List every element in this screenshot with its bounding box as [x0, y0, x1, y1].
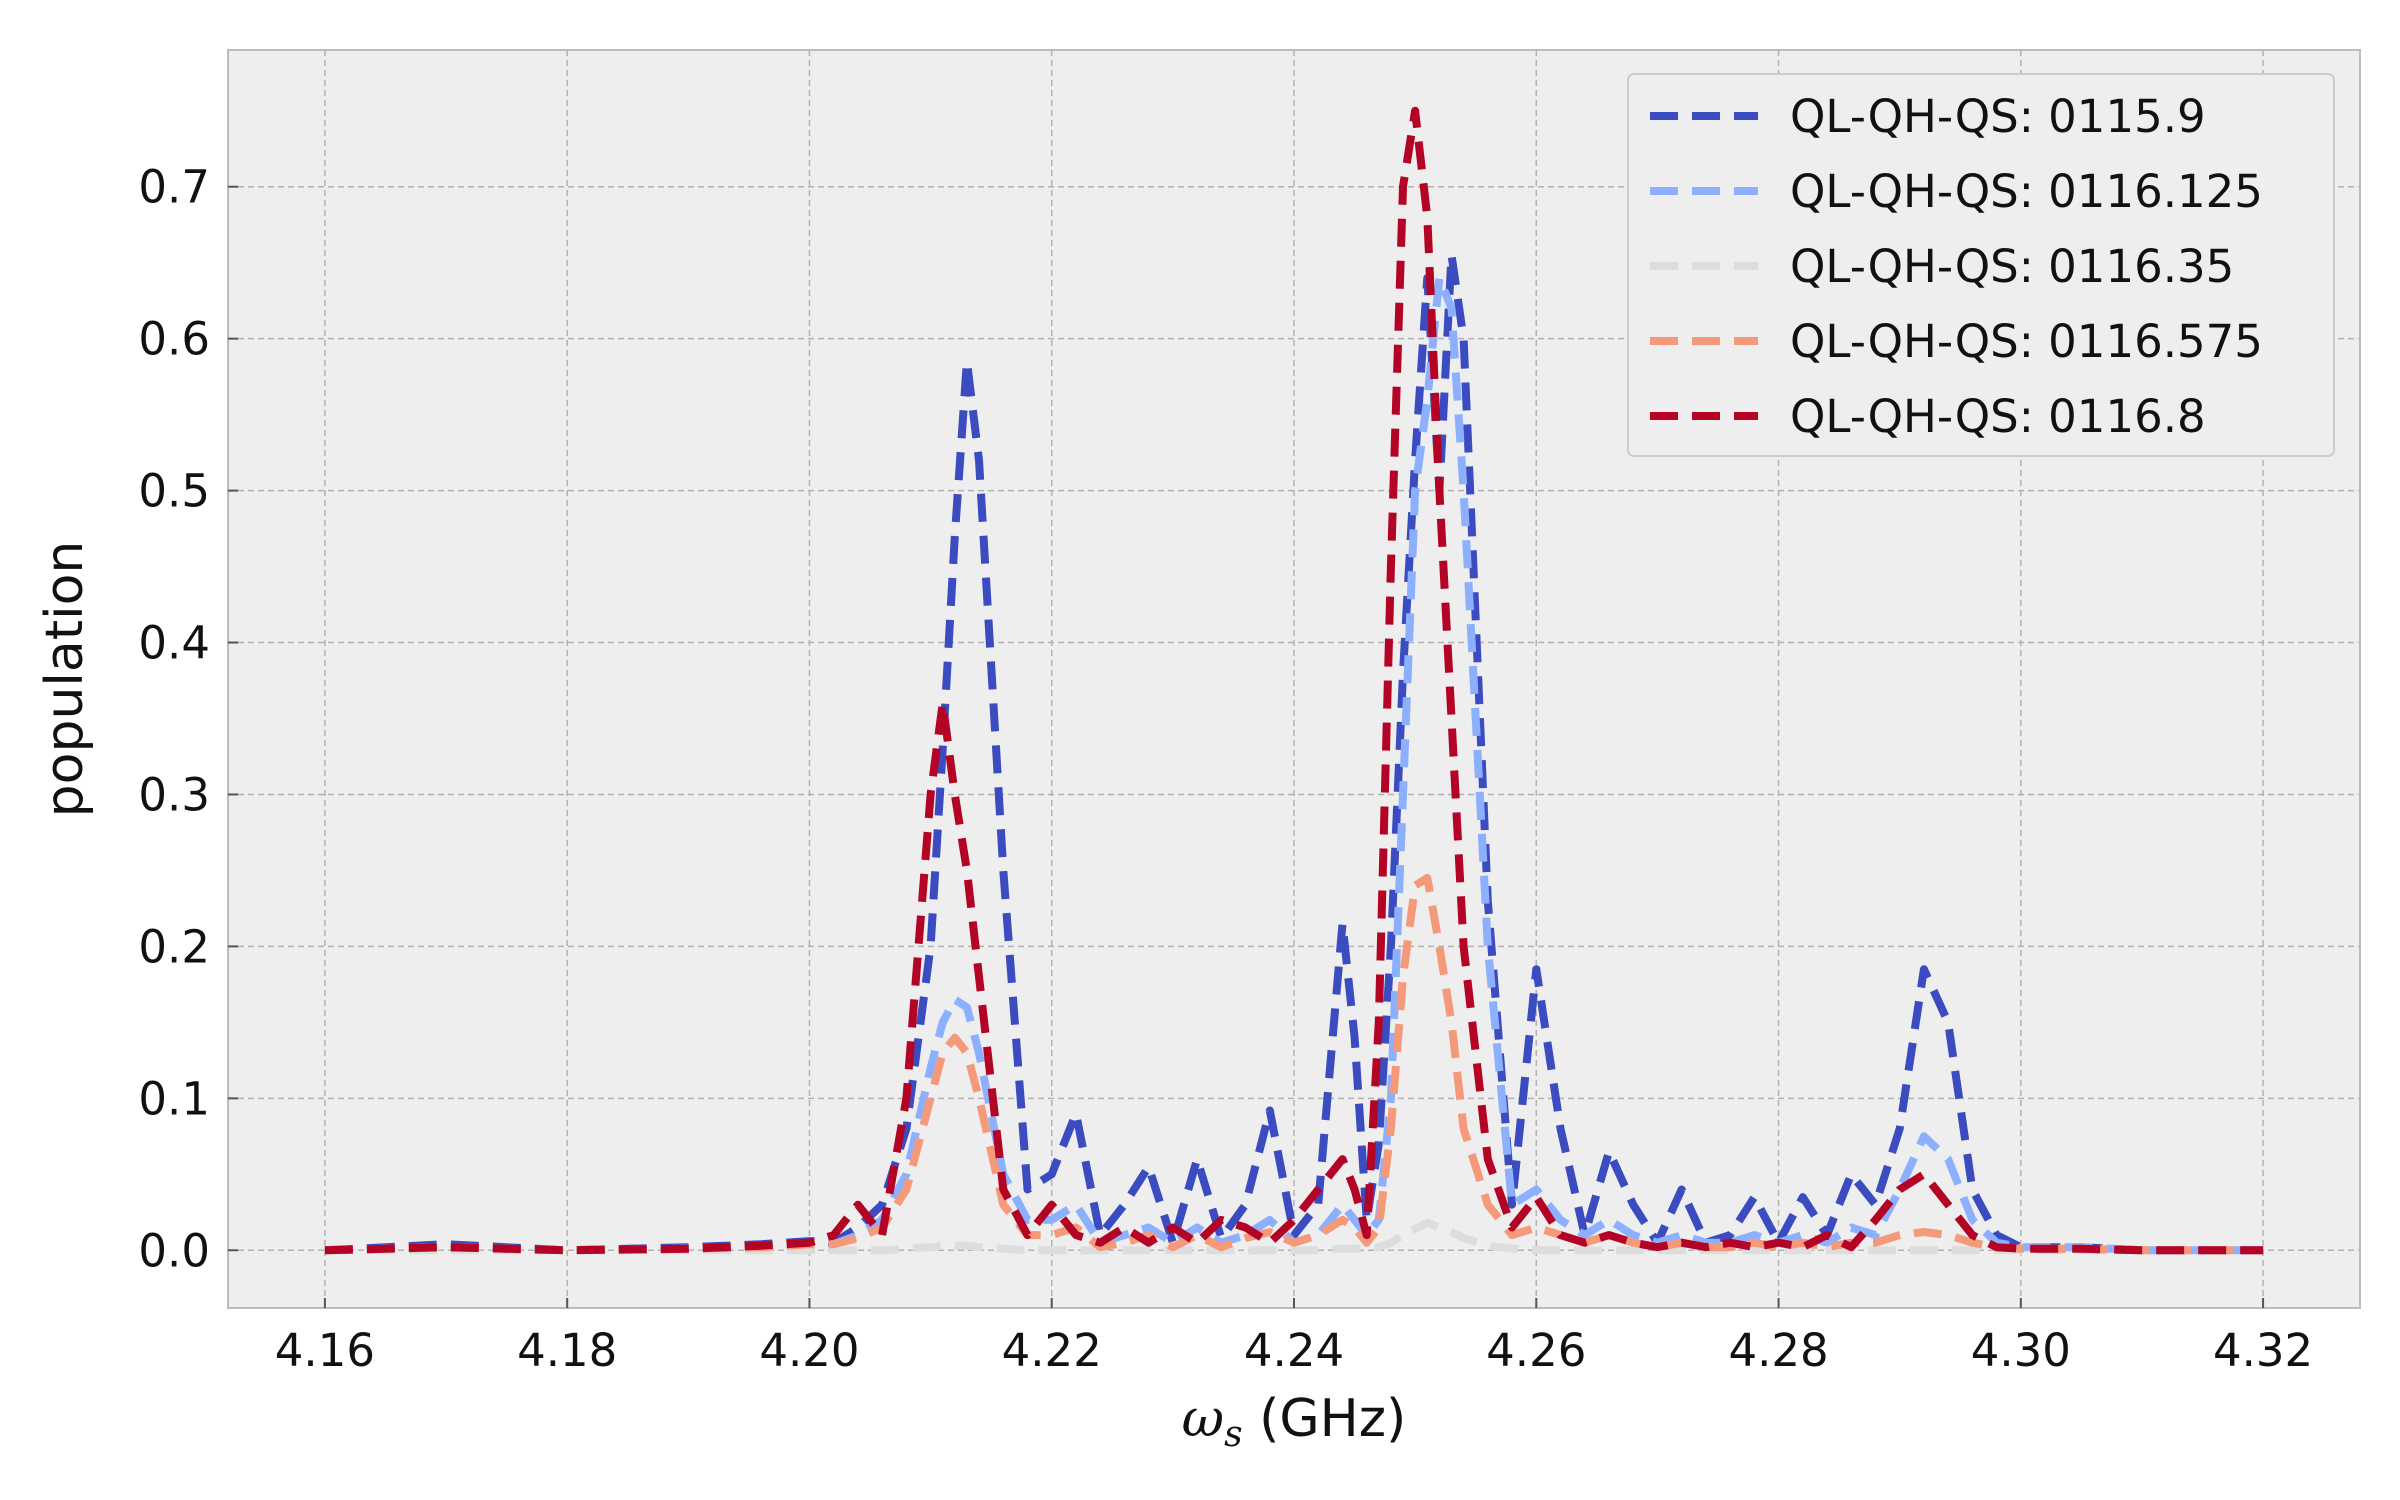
x-tick-label: 4.30 — [1971, 1324, 2071, 1377]
x-axis-label-symbol: ω — [1182, 1389, 1224, 1449]
y-tick-label: 0.7 — [138, 161, 210, 214]
y-tick-label: 0.0 — [138, 1224, 210, 1277]
x-axis-label-unit: (GHz) — [1243, 1389, 1407, 1449]
y-tick-label: 0.6 — [138, 313, 210, 366]
series-line-2 — [324, 1218, 2264, 1255]
x-tick-label: 4.32 — [2213, 1324, 2313, 1377]
y-tick-label: 0.4 — [138, 617, 210, 670]
x-tick-label: 4.24 — [1244, 1324, 1344, 1377]
x-axis-label: ωs (GHz) — [1182, 1389, 1407, 1455]
legend-label-3: QL-QH-QS: 0116.575 — [1790, 315, 2263, 368]
series-line-4 — [324, 106, 2264, 1255]
y-tick-label: 0.3 — [138, 768, 210, 821]
legend-label-2: QL-QH-QS: 0116.35 — [1790, 240, 2234, 293]
legend: QL-QH-QS: 0115.9 QL-QH-QS: 0116.125 QL-QH-… — [1627, 73, 2335, 457]
legend-entries: QL-QH-QS: 0115.9 QL-QH-QS: 0116.125 QL-QH-… — [1650, 90, 2263, 443]
x-tick-label: 4.26 — [1486, 1324, 1586, 1377]
y-tick-label: 0.2 — [138, 920, 210, 973]
x-axis-label-subscript: s — [1224, 1414, 1242, 1455]
x-tick-label: 4.28 — [1728, 1324, 1828, 1377]
x-tick-label: 4.20 — [759, 1324, 859, 1377]
legend-label-1: QL-QH-QS: 0116.125 — [1790, 165, 2263, 218]
series-lines — [324, 106, 2264, 1255]
legend-label-4: QL-QH-QS: 0116.8 — [1790, 390, 2206, 443]
y-tick-label: 0.5 — [138, 465, 210, 518]
legend-label-0: QL-QH-QS: 0115.9 — [1790, 90, 2206, 143]
series-line-0 — [324, 251, 2264, 1255]
axis-ticks: 4.16 4.18 4.20 4.22 4.24 4.26 4.28 4.30 4.32 0.0 0… — [138, 161, 2313, 1377]
y-axis-label: population — [35, 541, 95, 818]
series-line-3 — [324, 874, 2264, 1255]
x-tick-label: 4.16 — [275, 1324, 375, 1377]
y-tick-label: 0.1 — [138, 1072, 210, 1125]
legend-box — [1627, 73, 2335, 457]
x-tick-label: 4.18 — [517, 1324, 617, 1377]
x-tick-label: 4.22 — [1002, 1324, 1102, 1377]
